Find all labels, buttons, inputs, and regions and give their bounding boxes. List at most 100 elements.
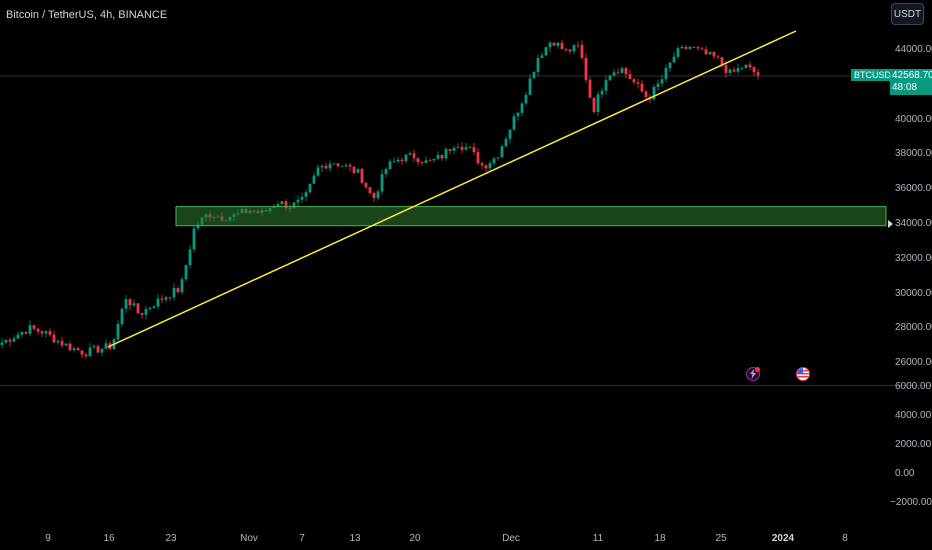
candle-body: [136, 303, 140, 314]
candle-body: [584, 57, 588, 80]
candle-body: [428, 160, 432, 162]
last-price-label: 42568.70 48:08: [890, 69, 932, 95]
candle-body: [448, 149, 452, 151]
candle-body: [364, 182, 368, 188]
candle-body: [296, 199, 300, 203]
candle-body: [440, 154, 444, 159]
candle-body: [316, 167, 320, 176]
trendline[interactable]: [107, 30, 797, 348]
candle-body: [356, 168, 360, 173]
candle-body: [704, 49, 708, 55]
candle-body: [500, 146, 504, 158]
candle-body: [516, 112, 520, 117]
candle-body: [372, 192, 376, 199]
candle-body: [588, 79, 592, 98]
candle-body: [320, 165, 324, 168]
candle-body: [592, 97, 596, 113]
candle-body: [660, 79, 664, 84]
chart-title: Bitcoin / TetherUS, 4h, BINANCE: [6, 9, 168, 21]
candle-body: [116, 323, 120, 340]
candle-body: [576, 44, 580, 46]
candle-body: [720, 57, 724, 66]
candle-body: [692, 46, 696, 48]
candle-body: [572, 44, 576, 52]
candle-body: [432, 158, 436, 161]
candle-body: [16, 334, 20, 339]
us-flag-icon[interactable]: [796, 367, 810, 381]
candle-body: [476, 152, 480, 164]
candle-body: [744, 64, 748, 69]
candle-body: [532, 71, 536, 79]
candle-body: [480, 163, 484, 166]
candle-body: [564, 49, 568, 50]
candle-body: [312, 175, 316, 184]
candle-body: [420, 162, 424, 164]
price-tick-label: 26000.00: [895, 357, 932, 369]
currency-button[interactable]: USDT: [891, 3, 924, 25]
candle-body: [308, 183, 312, 193]
candle-body: [540, 55, 544, 59]
candle-body: [672, 56, 676, 63]
candle-body: [416, 158, 420, 163]
candle-body: [492, 158, 496, 164]
price-tick-label: 34000.00: [895, 218, 932, 229]
candle-body: [496, 157, 500, 159]
candle-body: [72, 348, 76, 351]
candle-body: [68, 343, 72, 351]
candle-body: [180, 279, 184, 293]
zone-marker-arrow: [888, 220, 893, 228]
candle-body: [340, 166, 344, 167]
indicator-tick-label: 2000.00: [895, 438, 932, 450]
candle-body: [596, 94, 600, 113]
candle-body: [580, 45, 584, 58]
candle-body: [668, 62, 672, 69]
candle-body: [708, 51, 712, 55]
candle-body: [144, 309, 148, 315]
candle-body: [172, 288, 176, 298]
candle-body: [48, 331, 52, 335]
candle-body: [620, 68, 624, 73]
candle-body: [64, 343, 68, 346]
candle-body: [164, 297, 168, 300]
candle-body: [728, 69, 732, 73]
candle-body: [456, 147, 460, 148]
price-tick-label: 38000.00: [895, 148, 932, 160]
candle-body: [344, 165, 348, 167]
candle-body: [460, 147, 464, 150]
candle-body: [348, 165, 352, 167]
candle-body: [452, 147, 456, 151]
candle-body: [560, 42, 564, 50]
time-tick-label: 9: [45, 533, 51, 544]
candle-body: [76, 348, 80, 351]
candle-body: [284, 201, 288, 209]
candle-body: [616, 72, 620, 74]
bar-countdown: 48:08: [892, 82, 918, 93]
support-zone[interactable]: [175, 206, 887, 227]
candle-body: [192, 228, 196, 250]
candle-body: [424, 160, 428, 164]
time-tick-label: 2024: [771, 533, 795, 544]
pane-divider[interactable]: [0, 385, 932, 386]
lightning-icon[interactable]: [746, 367, 760, 381]
candle-body: [28, 325, 32, 334]
candle-body: [96, 346, 100, 353]
candle-body: [196, 224, 200, 229]
candle-body: [280, 201, 284, 205]
candle-body: [176, 288, 180, 293]
candle-body: [464, 147, 468, 150]
candle-body: [676, 48, 680, 57]
candle-body: [12, 338, 16, 342]
candle-body: [100, 348, 104, 353]
candle-body: [304, 192, 308, 197]
time-tick-label: 7: [299, 533, 305, 544]
candle-body: [292, 202, 296, 209]
indicator-tick-label: 6000.00: [895, 381, 932, 392]
candle-body: [168, 297, 172, 299]
candle-body: [656, 83, 660, 87]
time-tick-label: 25: [715, 533, 727, 544]
candle-body: [380, 174, 384, 192]
candle-body: [0, 342, 4, 346]
candle-body: [376, 191, 380, 199]
